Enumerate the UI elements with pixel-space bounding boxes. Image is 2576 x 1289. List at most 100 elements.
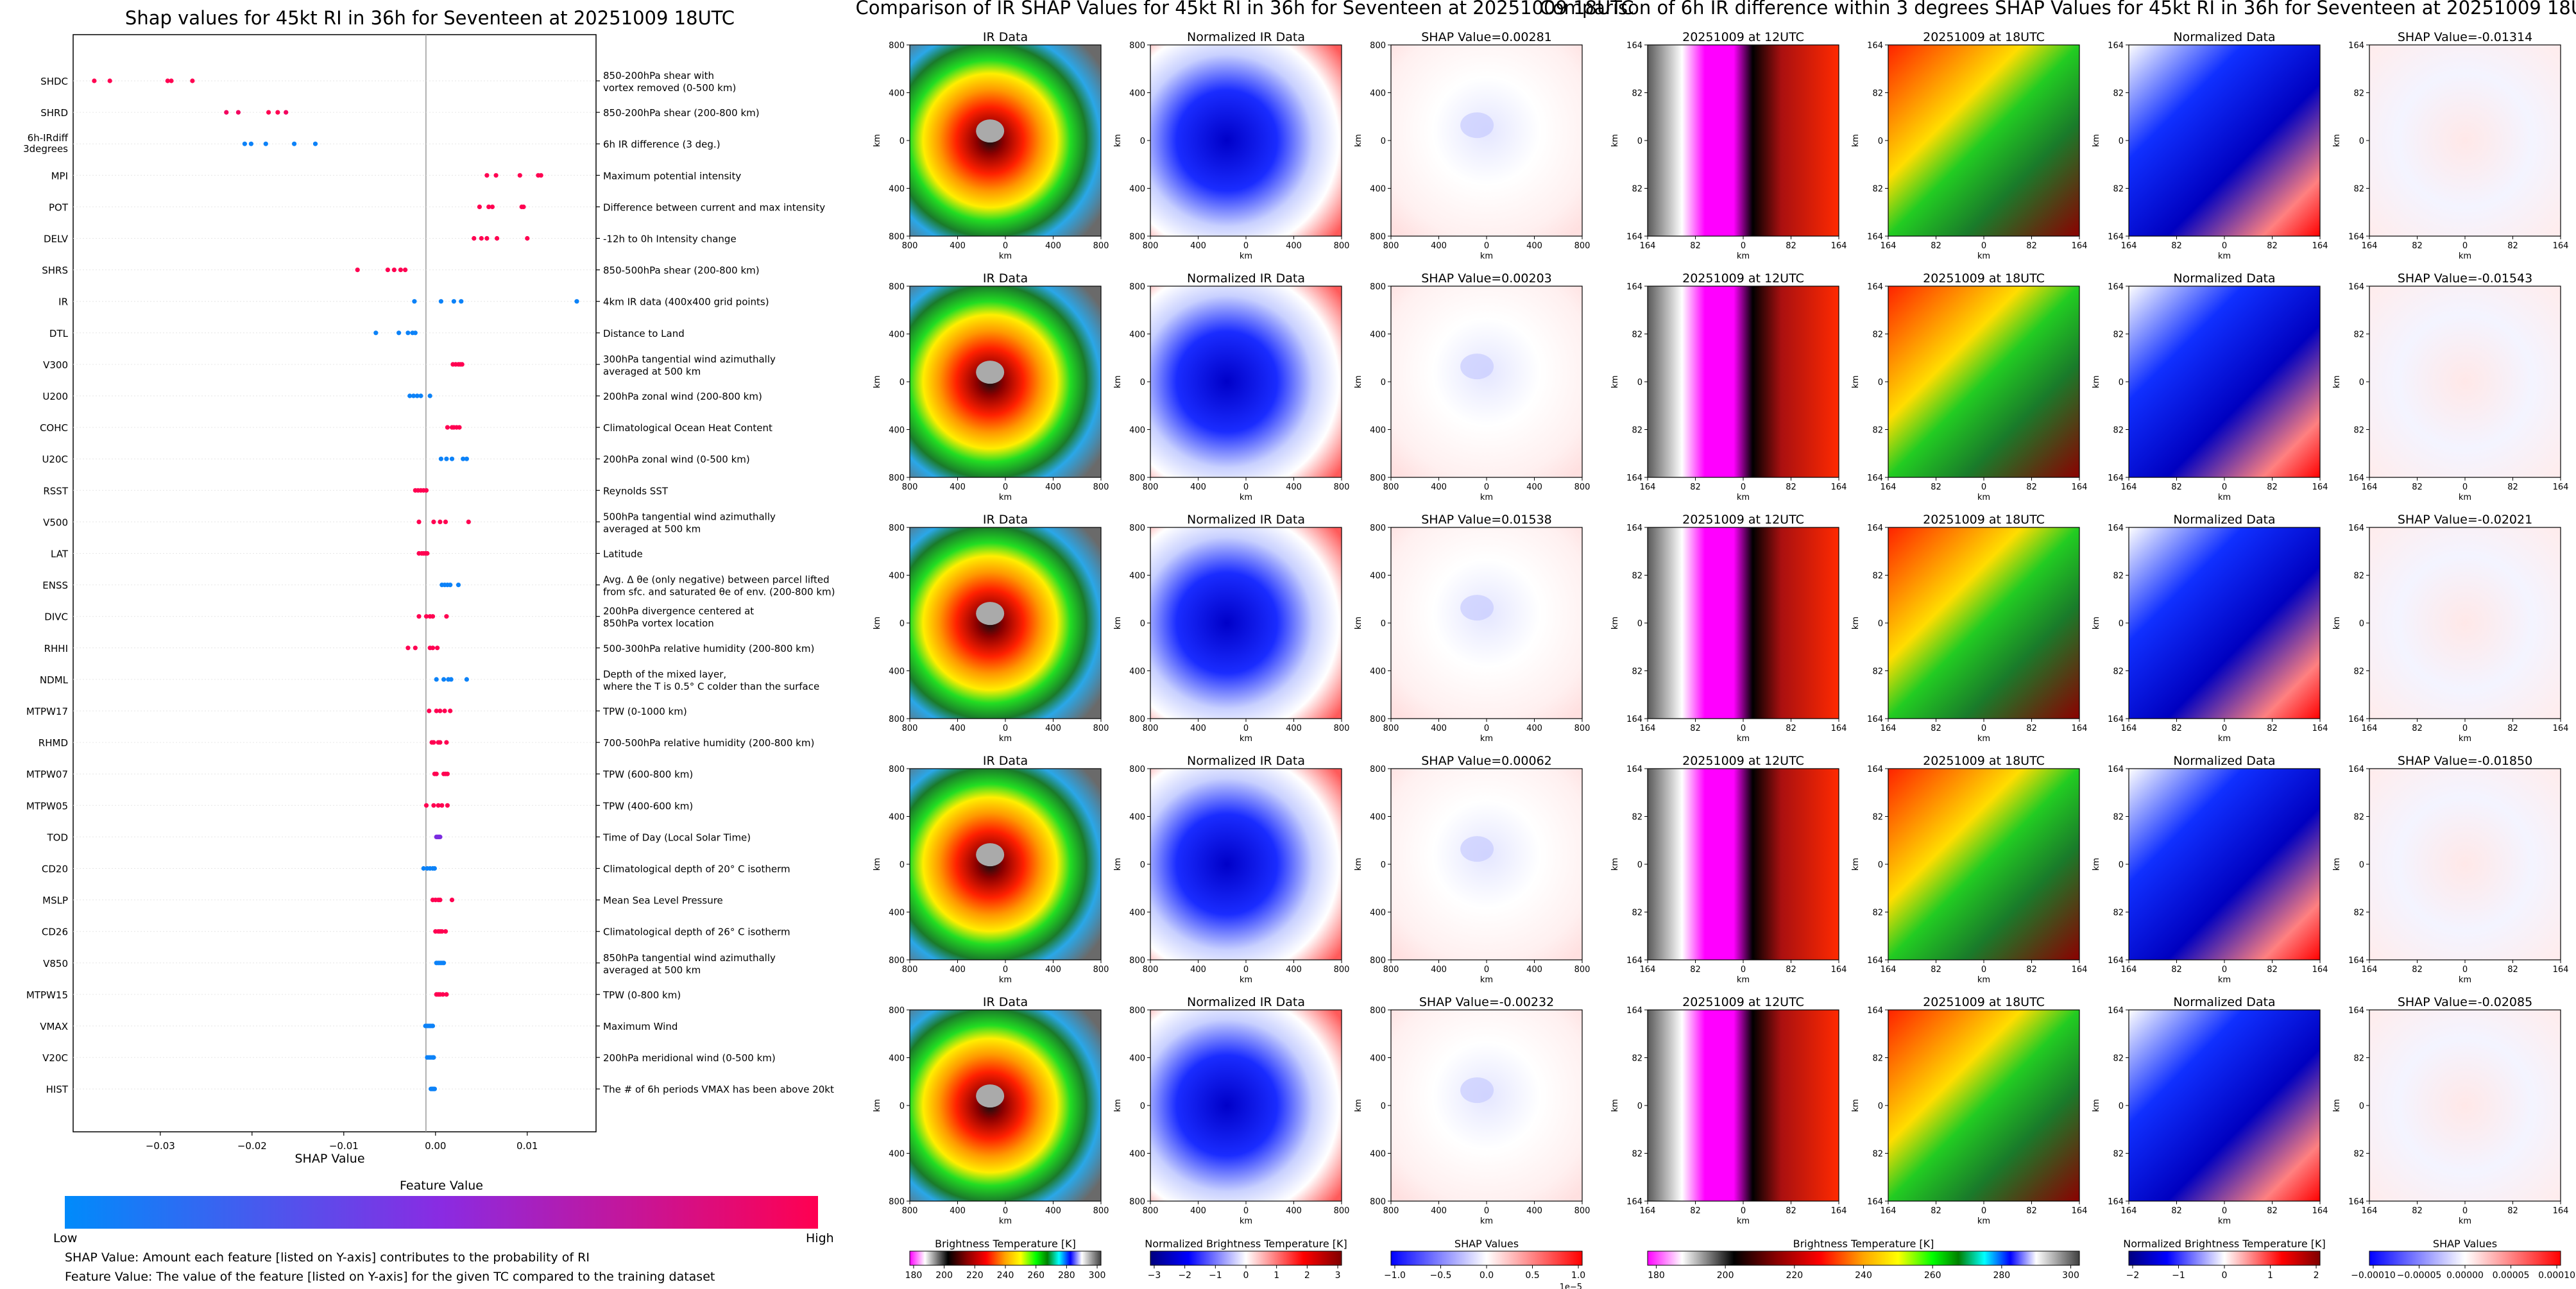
x-tick-label: 400 xyxy=(1526,241,1542,251)
shap-point xyxy=(266,110,271,115)
x-tick-label: 82 xyxy=(1690,965,1701,975)
shap-point xyxy=(413,645,418,651)
y-tick-label: 0 xyxy=(1381,619,1386,629)
image-title: 20251009 at 18UTC xyxy=(1923,271,2045,286)
feature-code-label: V20C xyxy=(42,1052,68,1064)
x-tick-label: 800 xyxy=(1574,724,1591,733)
y-tick-label: 164 xyxy=(2348,474,2364,483)
x-tick-label: 164 xyxy=(1881,241,1897,251)
colorbar-tick-label: 280 xyxy=(1058,1270,1075,1281)
y-tick-label: 164 xyxy=(1626,1006,1642,1016)
image-raster xyxy=(1391,286,1582,477)
feature-description-label: -12h to 0h Intensity change xyxy=(603,234,737,245)
image-raster xyxy=(2369,1010,2561,1201)
y-axis-label: km xyxy=(2332,617,2342,629)
feature-description-label: 850hPa tangential wind azimuthally averag… xyxy=(603,952,776,976)
x-tick-label: 82 xyxy=(2412,1206,2423,1216)
y-axis-label: km xyxy=(1113,375,1123,388)
image-panel: Normalized IR Data8008004004000040040080… xyxy=(1113,271,1349,502)
feature-row: MSLP Mean Sea Level Pressure xyxy=(42,895,723,907)
y-tick-label: 0 xyxy=(1140,137,1145,146)
shap-point xyxy=(421,866,426,871)
ir-colorbars: Brightness Temperature [K] 180 200 220 240 26… xyxy=(905,1238,1586,1289)
feature-description-label: Time of Day (Local Solar Time) xyxy=(602,832,751,843)
y-tick-label: 164 xyxy=(2348,41,2364,51)
shap-point xyxy=(445,803,450,808)
feature-rows: SHDC 850-200hPa shear with vortex removed … xyxy=(23,70,835,1095)
shap-point xyxy=(479,235,484,241)
x-tick-label: 0.00 xyxy=(425,1140,446,1152)
x-tick-label: 400 xyxy=(1431,724,1447,733)
y-tick-label: 800 xyxy=(1129,765,1145,774)
x-tick-label: 0 xyxy=(1003,241,1008,251)
y-axis-label: km xyxy=(1113,617,1123,629)
feature-code-label: RSST xyxy=(43,485,68,497)
x-axis-label: km xyxy=(999,975,1012,985)
y-tick-label: 164 xyxy=(2348,524,2364,533)
y-tick-label: 400 xyxy=(1370,572,1386,581)
x-tick-label: 164 xyxy=(2121,1206,2137,1216)
x-tick-label: 400 xyxy=(1045,482,1061,492)
x-tick-label: 0 xyxy=(2222,1206,2227,1216)
x-axis-label: km xyxy=(2459,975,2471,985)
x-tick-label: 164 xyxy=(2553,1206,2569,1216)
x-tick-label: 400 xyxy=(1190,965,1206,975)
x-tick-label: 82 xyxy=(2267,482,2278,492)
y-tick-label: 400 xyxy=(1370,330,1386,340)
shap-point xyxy=(484,173,490,178)
y-axis-label: km xyxy=(1610,1099,1620,1112)
x-tick-label: 164 xyxy=(1831,965,1847,975)
x-axis-label: km xyxy=(999,1216,1012,1226)
shap-point xyxy=(292,141,297,146)
y-tick-label: 164 xyxy=(2108,282,2124,292)
x-tick-label: 800 xyxy=(1093,965,1109,975)
x-tick-label: 82 xyxy=(1786,482,1796,492)
y-tick-label: 0 xyxy=(900,619,905,629)
image-panel: SHAP Value=0.002038008004004000040040080… xyxy=(1354,271,1590,502)
y-tick-label: 164 xyxy=(2108,474,2124,483)
y-tick-label: 800 xyxy=(1129,474,1145,483)
x-tick-label: 164 xyxy=(2121,482,2137,492)
x-axis-label: km xyxy=(999,252,1012,261)
shap-point xyxy=(441,677,447,682)
x-tick-label: 800 xyxy=(902,482,918,492)
y-axis-label: km xyxy=(1610,134,1620,147)
y-tick-label: 800 xyxy=(889,715,905,724)
y-tick-label: 800 xyxy=(1129,282,1145,292)
x-tick-label: 164 xyxy=(2553,965,2569,975)
y-tick-label: 0 xyxy=(1140,1102,1145,1111)
image-raster xyxy=(1648,1010,1839,1201)
colorbar-tick-label: 260 xyxy=(1924,1270,1941,1281)
x-tick-label: 400 xyxy=(950,1206,966,1216)
image-raster xyxy=(1150,45,1342,236)
shap-point xyxy=(490,204,495,209)
y-tick-label: 82 xyxy=(2113,1054,2124,1064)
y-tick-label: 164 xyxy=(1867,232,1883,242)
colorbar-tick-label: 300 xyxy=(1089,1270,1106,1281)
x-tick-label: 164 xyxy=(1881,1206,1897,1216)
feature-description-label: 6h IR difference (3 deg.) xyxy=(603,139,721,150)
x-tick-label: 400 xyxy=(1526,724,1542,733)
shap-point xyxy=(521,204,526,209)
image-title: Normalized IR Data xyxy=(1187,754,1305,768)
colorbar-tick-label: 200 xyxy=(935,1270,953,1281)
y-tick-label: 800 xyxy=(1370,232,1386,242)
x-tick-label: 400 xyxy=(1431,482,1447,492)
shap-point xyxy=(430,614,436,619)
y-tick-label: 164 xyxy=(1626,765,1642,774)
y-tick-label: 400 xyxy=(889,426,905,436)
x-axis-label: km xyxy=(2218,1216,2231,1226)
feature-row: MTPW05 TPW (400-600 km) xyxy=(26,800,693,812)
colorbar-tick-label: 1 xyxy=(1274,1270,1279,1281)
x-axis-label: km xyxy=(1737,493,1750,502)
y-axis-label: km xyxy=(1354,134,1363,147)
y-tick-label: 82 xyxy=(1632,330,1642,340)
colorbar-tick-label: 3 xyxy=(1335,1270,1341,1281)
x-axis-label: km xyxy=(1977,252,1990,261)
shap-point xyxy=(444,614,449,619)
x-tick-label: 800 xyxy=(1383,482,1399,492)
shap-point xyxy=(495,235,500,241)
shap-point xyxy=(439,929,445,934)
irdiff-colorbars: Brightness Temperature [K] 180 200 220 240 26… xyxy=(1647,1238,2575,1281)
